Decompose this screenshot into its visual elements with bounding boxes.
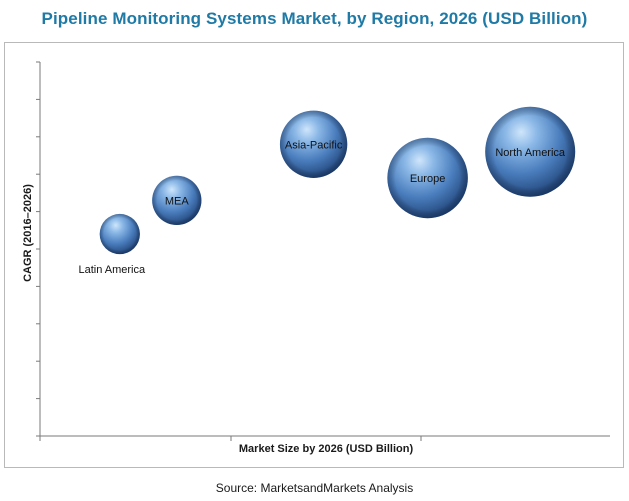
- source-note: Source: MarketsandMarkets Analysis: [215, 481, 414, 495]
- x-axis-ticks: [39, 436, 422, 441]
- bubble-label: Europe: [410, 173, 445, 185]
- y-axis-ticks: [36, 61, 40, 437]
- bubble-shading: [279, 110, 348, 178]
- x-axis-label: Market Size by 2026 (USD Billion): [239, 443, 414, 455]
- bubble-shading: [99, 213, 140, 255]
- bubble-label: North America: [495, 147, 566, 159]
- bubble-series: Latin America MEA Asia-Pacific Europe North …: [78, 106, 576, 276]
- bubble-label: MEA: [165, 195, 190, 207]
- bubble-shading: [387, 137, 468, 219]
- bubble-label: Asia-Pacific: [285, 139, 343, 151]
- bubble-label: Latin America: [78, 264, 146, 276]
- chart-frame: [4, 42, 624, 468]
- bubble-shading: [485, 106, 576, 197]
- bubble-shading: [152, 175, 202, 226]
- chart-title: Pipeline Monitoring Systems Market, by R…: [41, 9, 588, 28]
- y-axis-label: CAGR (2016–2026): [22, 184, 34, 282]
